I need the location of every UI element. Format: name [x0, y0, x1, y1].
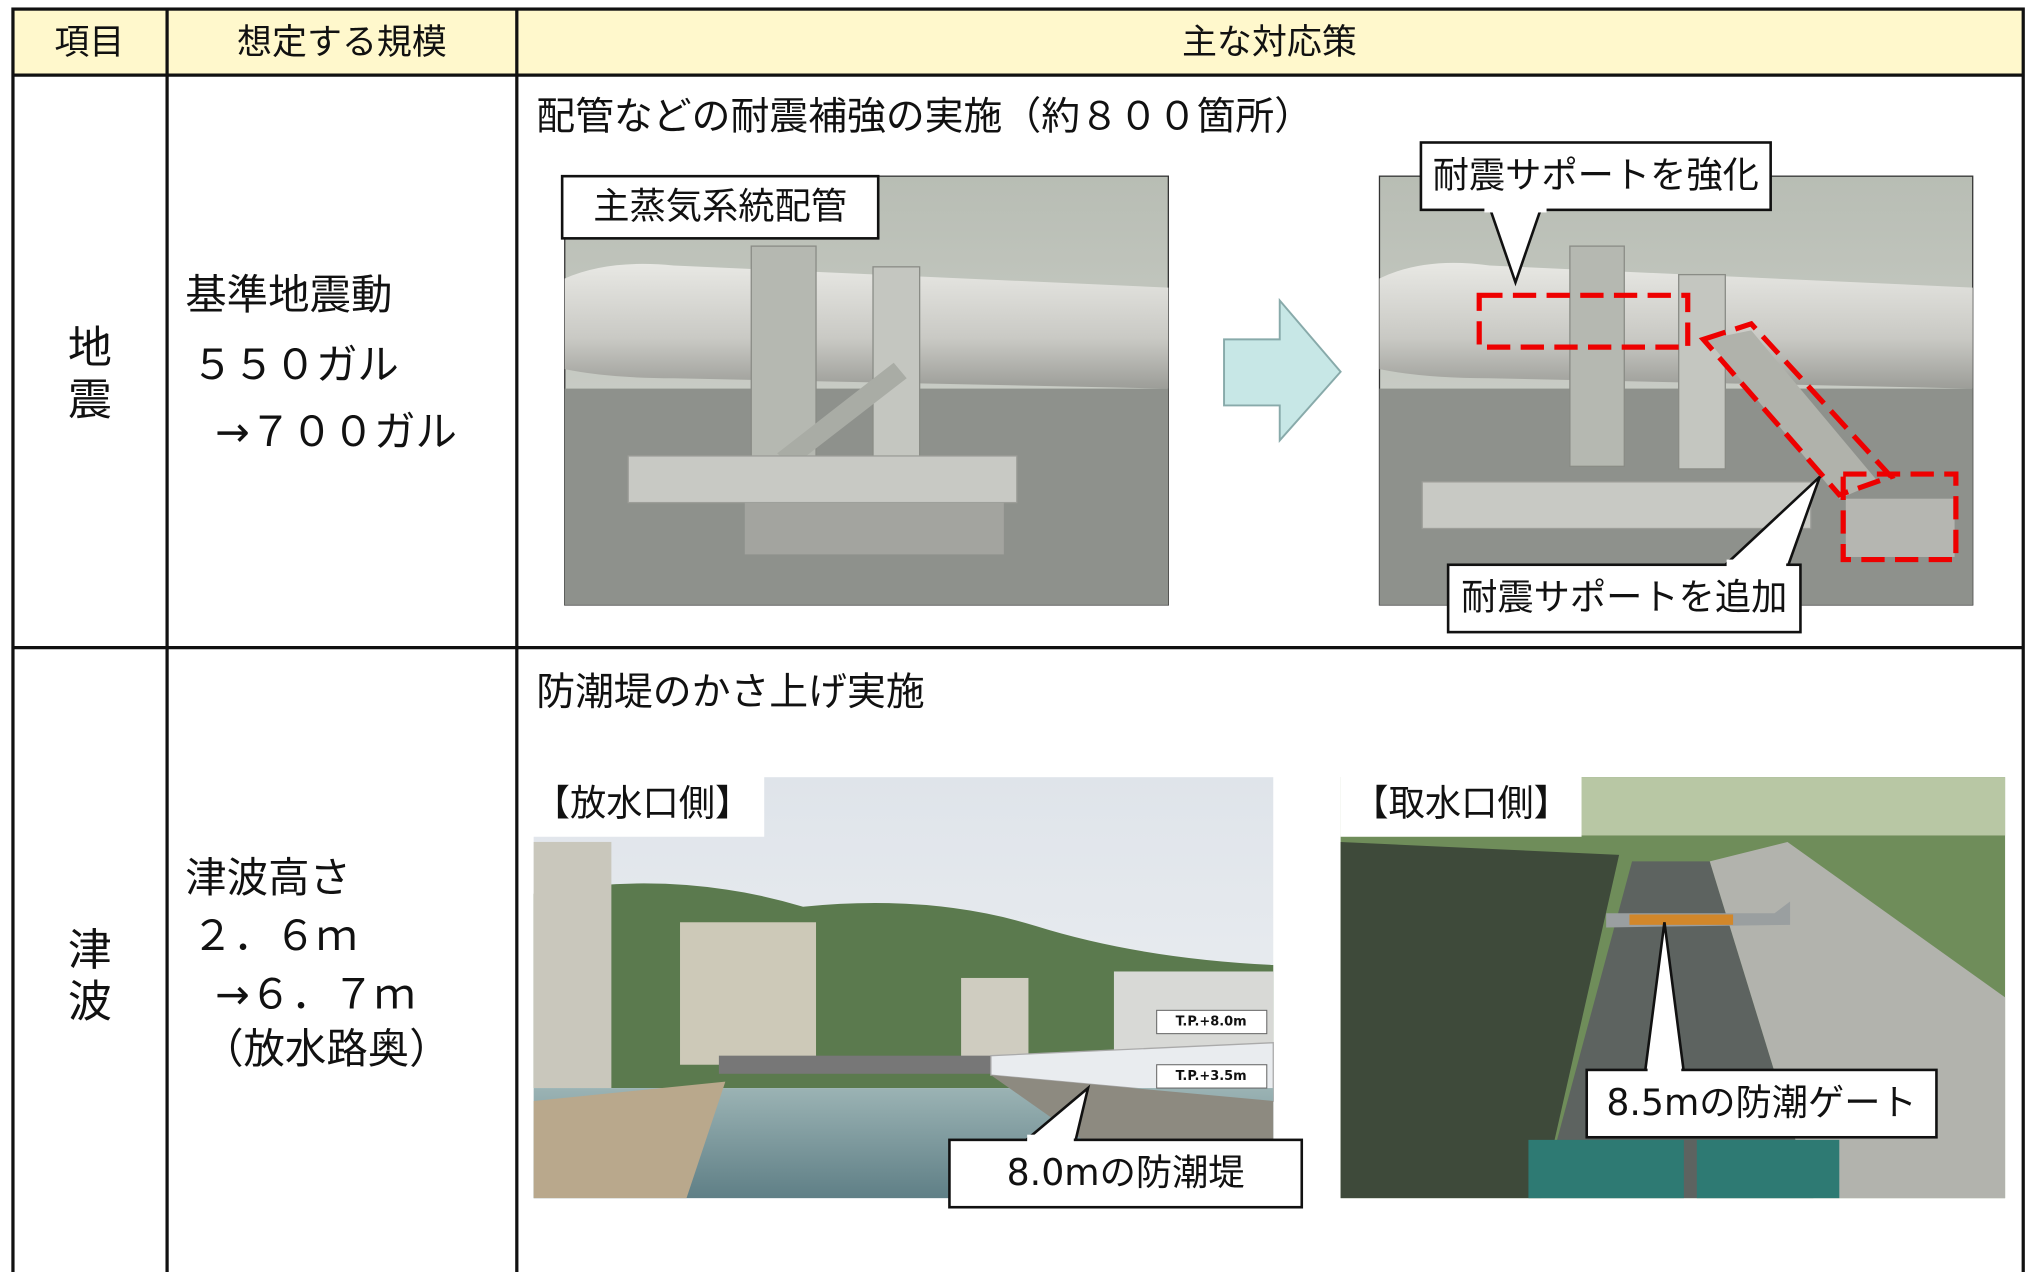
scale-text: （放水路奥） — [202, 1025, 451, 1073]
row-earthquake: 地震 基準地震動 ５５０ガル →７００ガル 配管などの耐震補強の実施（約８００箇… — [60, 95, 1974, 634]
arrow — [1223, 297, 1342, 443]
sign-label: T.P.+8.0m — [1176, 1014, 1247, 1029]
callout-box — [948, 1138, 1304, 1209]
item: 地震 — [60, 324, 111, 428]
callout-box — [1585, 1068, 1938, 1139]
label-box — [1340, 774, 1582, 837]
scale-text: →６．７ｍ — [215, 970, 415, 1018]
table: 項目 想定する規模 主な対応策 — [11, 7, 2025, 1272]
callout: 8.0mの防潮堤 — [1007, 1151, 1245, 1194]
photo — [1378, 175, 1974, 606]
scale-text: 基準地震動 — [185, 271, 392, 319]
row-tsunami: 津波 津波高さ ２．６ｍ →６．７ｍ （放水路奥） 防潮堤のかさ上げ実施 T.P… — [60, 670, 2006, 1209]
label-box — [520, 774, 765, 837]
scale-text: 津波高さ — [185, 854, 351, 902]
sign-label: T.P.+3.5m — [1176, 1069, 1247, 1084]
scale-text: ５５０ガル — [192, 341, 399, 389]
header: 主な対応策 — [1182, 23, 1357, 63]
callout: 耐震サポートを追加 — [1461, 576, 1787, 619]
table-border — [11, 7, 2025, 1272]
header-row — [12, 9, 2024, 76]
photo-label: 主蒸気系統配管 — [593, 185, 847, 228]
highlight — [1840, 471, 1959, 563]
measure-title: 防潮堤のかさ上げ実施 — [536, 670, 924, 715]
callout-box — [1446, 563, 1802, 634]
highlight — [1476, 292, 1691, 350]
scale-text: →７００ガル — [215, 408, 457, 456]
photo-label: 【取水口側】 — [1352, 782, 1570, 825]
scale-text: ２．６ｍ — [192, 912, 358, 960]
item: 津波 — [60, 926, 111, 1030]
callout: 耐震サポートを強化 — [1433, 153, 1759, 196]
photo — [564, 175, 1169, 606]
measure-title: 配管などの耐震補強の実施（約８００箇所） — [536, 95, 1313, 140]
header: 項目 — [54, 23, 124, 63]
callout-box — [1419, 141, 1772, 212]
photo: T.P.+8.0m T.P.+3.5m — [533, 777, 1274, 1199]
header: 想定する規模 — [237, 23, 447, 63]
label-box — [560, 174, 880, 240]
photo-label: 【放水口側】 — [534, 782, 752, 825]
callout: 8.5mの防潮ゲート — [1606, 1081, 1916, 1124]
